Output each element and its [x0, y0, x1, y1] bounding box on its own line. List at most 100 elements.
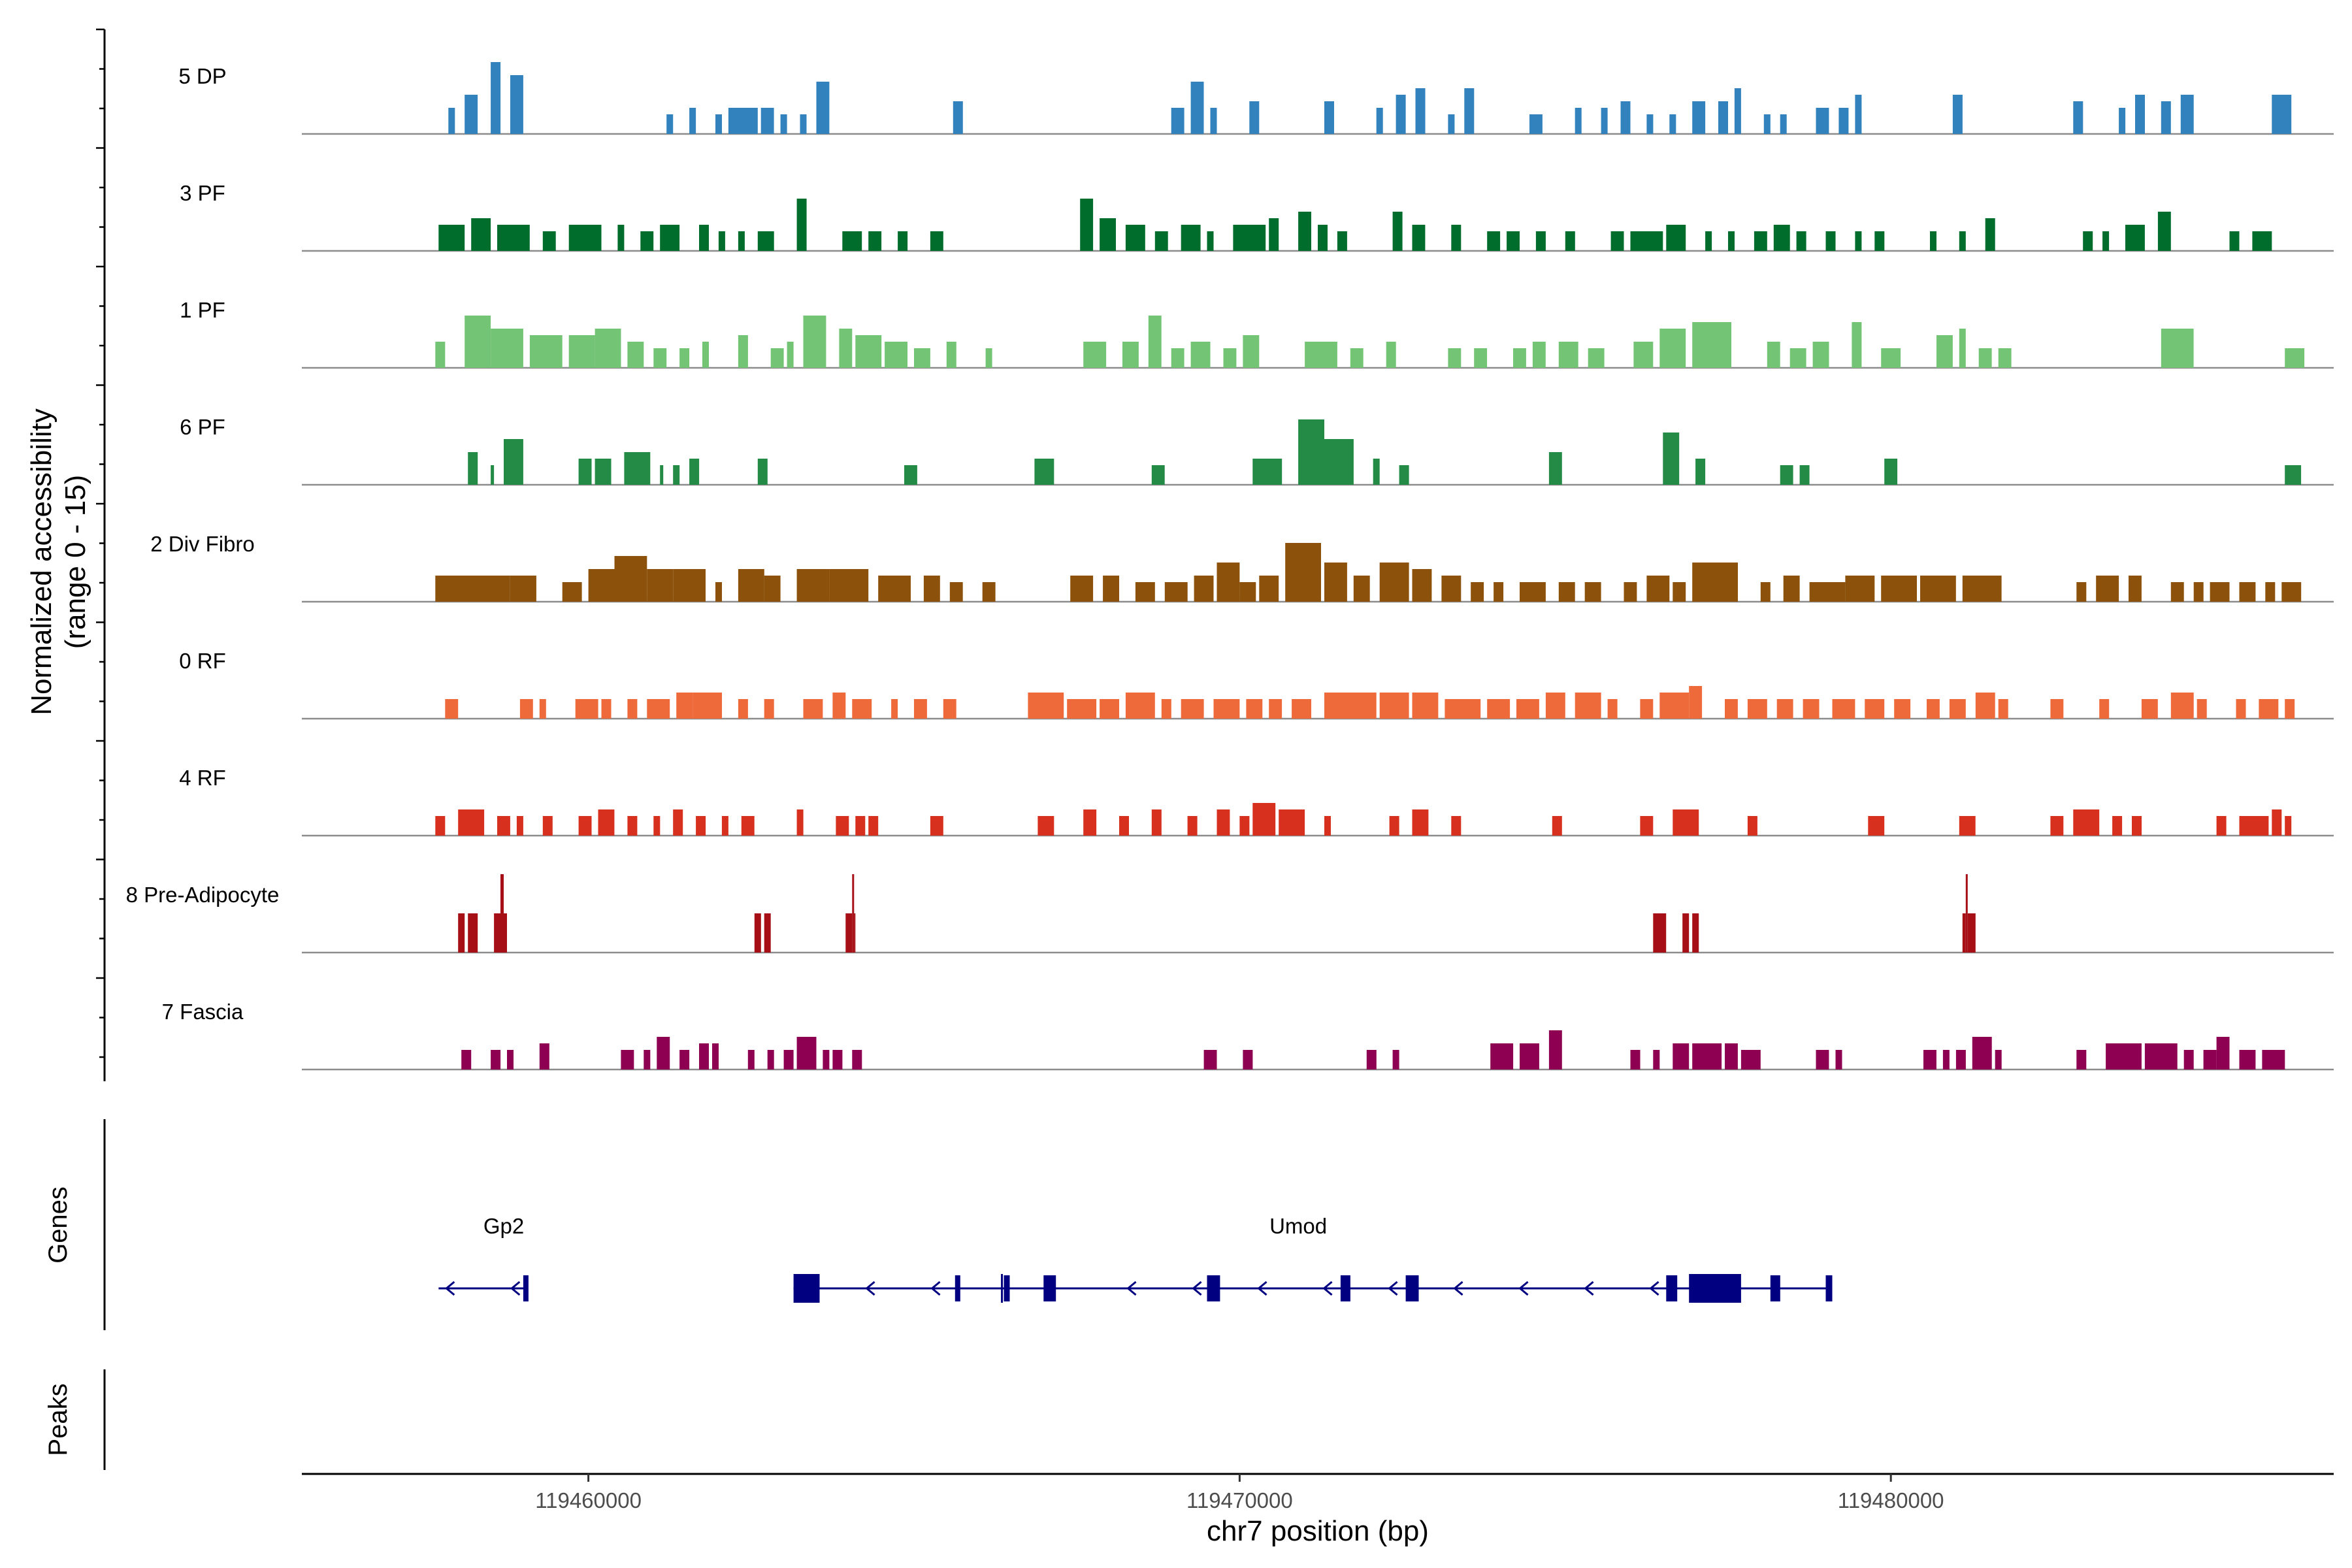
coverage-bar [1070, 576, 1094, 602]
coverage-bar [1034, 459, 1054, 485]
coverage-bar [1379, 563, 1409, 602]
coverage-bar [1763, 114, 1771, 134]
strand-arrow [1322, 1281, 1333, 1296]
coverage-bar [491, 465, 495, 485]
coverage-bar [718, 231, 725, 251]
coverage-bar [1558, 342, 1578, 368]
track-label: 8 Pre-Adipocyte [126, 883, 280, 907]
coverage-bar [1783, 576, 1800, 602]
coverage-bar [885, 342, 907, 368]
coverage-bar [780, 114, 787, 134]
coverage-bar [930, 231, 943, 251]
strand-arrow [1518, 1281, 1529, 1296]
coverage-bar [1243, 1050, 1253, 1070]
coverage-bar [693, 693, 722, 719]
coverage-bar [712, 1043, 719, 1070]
coverage-bar [946, 342, 956, 368]
coverage-bar [891, 699, 898, 719]
coverage-bar [1673, 582, 1686, 602]
coverage-bar [852, 699, 872, 719]
coverage-bar [982, 582, 996, 602]
coverage-bar [2170, 582, 2184, 602]
coverage-bar [1692, 322, 1731, 368]
coverage-bar [1520, 582, 1546, 602]
coverage-bar [1835, 1050, 1842, 1070]
coverage-bar [914, 699, 927, 719]
coverage-bar [1412, 569, 1432, 602]
strand-arrow [444, 1281, 455, 1296]
coverage-bar [507, 1050, 514, 1070]
coverage-bar [1718, 101, 1728, 134]
exon [1770, 1275, 1780, 1301]
coverage-bar [1161, 699, 1171, 719]
x-tick-label: 119480000 [1838, 1488, 1944, 1512]
coverage-bar [504, 913, 507, 953]
coverage-bar [2216, 816, 2227, 836]
gene-gp2: Gp2 [438, 1214, 529, 1301]
coverage-bar [2239, 582, 2256, 602]
strand-arrow [510, 1281, 521, 1296]
coverage-bar [943, 699, 956, 719]
coverage-bar [1269, 699, 1282, 719]
coverage-bar [738, 699, 748, 719]
coverage-bar [679, 1050, 690, 1070]
coverage-bar [2210, 582, 2230, 602]
gene-label: Gp2 [483, 1214, 524, 1238]
coverage-bar [1659, 693, 1690, 719]
coverage-bar [2096, 576, 2119, 602]
x-tick-label: 119470000 [1186, 1488, 1293, 1512]
coverage-bar [2132, 816, 2142, 836]
coverage-bar [696, 816, 706, 836]
coverage-bar [757, 459, 768, 485]
coverage-bar [1171, 108, 1184, 134]
coverage-bar [575, 699, 598, 719]
strand-arrow [1649, 1281, 1659, 1296]
coverage-bar [1855, 95, 1862, 134]
coverage-bar [1259, 576, 1279, 602]
coverage-bar [1223, 348, 1237, 368]
coverage-bar [1103, 576, 1119, 602]
coverage-bar [1607, 699, 1618, 719]
coverage-bar [1692, 1043, 1722, 1070]
coverage-bar [519, 699, 533, 719]
coverage-bar [1217, 563, 1240, 602]
coverage-bar [767, 1050, 774, 1070]
coverage-bar [2216, 1037, 2230, 1070]
coverage-bar [2106, 1043, 2142, 1070]
coverage-bar [1734, 88, 1741, 134]
coverage-bar [1516, 699, 1539, 719]
coverage-bar [1630, 231, 1663, 251]
coverage-bar [1520, 1043, 1539, 1070]
coverage-bar [2285, 348, 2305, 368]
coverage-bar [578, 459, 592, 485]
coverage-bar [1740, 1050, 1761, 1070]
coverage-bar [2229, 231, 2240, 251]
coverage-bar [715, 582, 722, 602]
coverage-bar [1682, 913, 1690, 953]
coverage-bar [1653, 913, 1667, 953]
coverage-bar [699, 225, 709, 251]
coverage-bar [1894, 699, 1911, 719]
coverage-bar [1809, 582, 1846, 602]
coverage-bar [1942, 1050, 1950, 1070]
position-axis: 119460000 119470000 119480000 chr7 position… [302, 1473, 2334, 1547]
coverage-bar [1972, 1037, 1992, 1070]
coverage-bar [657, 1037, 670, 1070]
coverage-bar [497, 225, 530, 251]
coverage-bar [1396, 95, 1406, 134]
coverage-bar [1998, 699, 2008, 719]
coverage-bar [1962, 576, 2002, 602]
coverage-bar [1663, 433, 1680, 485]
coverage-bar [2076, 582, 2087, 602]
coverage-bar [1067, 699, 1097, 719]
coverage-bar [741, 816, 755, 836]
coverage-bar [1923, 1050, 1936, 1070]
coverage-bar [1529, 114, 1543, 134]
coverage-bar [803, 316, 826, 368]
exon [793, 1274, 820, 1303]
coverage-bar [617, 225, 625, 251]
coverage-bar [1181, 699, 1204, 719]
coverage-bar [1705, 231, 1712, 251]
coverage-bar [914, 348, 930, 368]
coverage-bar [2239, 1050, 2256, 1070]
